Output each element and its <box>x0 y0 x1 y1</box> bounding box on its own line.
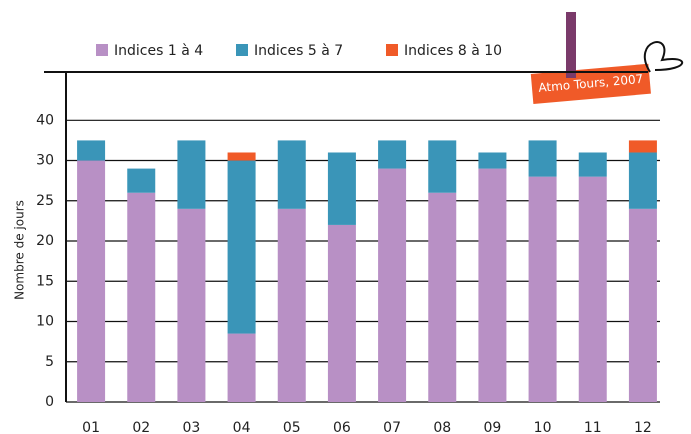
bar-segment <box>177 140 205 208</box>
bar-segment <box>378 169 406 402</box>
bar-segment <box>428 140 456 192</box>
y-tick-label: 20 <box>36 233 54 249</box>
bar-segment <box>478 152 506 168</box>
bar-segment <box>579 152 607 176</box>
bar-segment <box>629 140 657 152</box>
y-tick-label: 30 <box>36 153 54 169</box>
x-tick-label: 04 <box>233 420 251 434</box>
x-tick-label: 09 <box>484 420 502 434</box>
bar-segment <box>77 161 105 402</box>
x-tick-label: 02 <box>132 420 150 434</box>
x-tick-label: 10 <box>534 420 552 434</box>
bar-segment <box>278 140 306 208</box>
y-tick-label: 25 <box>36 193 54 209</box>
bar-segment <box>328 225 356 402</box>
y-tick-label: 0 <box>45 394 54 410</box>
y-tick-label: 5 <box>45 354 54 370</box>
bar-segment <box>228 152 256 160</box>
annotation-tag: Atmo Tours, 2007 <box>531 64 651 104</box>
y-tick-label: 40 <box>36 112 54 128</box>
chart: Atmo Tours, 2007 Nombre de jours 0510152… <box>0 0 691 434</box>
y-tick-label: 10 <box>36 314 54 330</box>
bar-segment <box>529 140 557 176</box>
legend-swatch <box>96 44 108 56</box>
bar-segment <box>77 140 105 160</box>
legend-label: Indices 1 à 4 <box>114 43 203 59</box>
legend-swatch <box>386 44 398 56</box>
y-axis-label: Nombre de jours <box>13 200 27 300</box>
x-tick-label: 11 <box>584 420 602 434</box>
x-tick-label: 12 <box>634 420 652 434</box>
x-tick-label: 05 <box>283 420 301 434</box>
bar-segment <box>529 177 557 402</box>
bar-segment <box>478 169 506 402</box>
x-tick-label: 01 <box>82 420 100 434</box>
bar-segment <box>378 140 406 168</box>
y-tick-label: 15 <box>36 273 54 289</box>
bar-segment <box>579 177 607 402</box>
bar-segment <box>127 169 155 193</box>
x-tick-label: 06 <box>333 420 351 434</box>
x-tick-label: 03 <box>183 420 201 434</box>
clip <box>566 12 576 78</box>
bar-segment <box>278 209 306 402</box>
legend-label: Indices 8 à 10 <box>404 43 502 59</box>
x-tick-label: 07 <box>383 420 401 434</box>
bar-segment <box>328 152 356 224</box>
legend-label: Indices 5 à 7 <box>254 43 343 59</box>
bar-segment <box>428 193 456 402</box>
bar-segment <box>228 334 256 402</box>
legend-swatch <box>236 44 248 56</box>
bar-segment <box>177 209 205 402</box>
bar-segment <box>228 161 256 334</box>
bar-segment <box>629 209 657 402</box>
ribbon <box>645 42 682 72</box>
bar-segment <box>629 152 657 208</box>
x-tick-label: 08 <box>433 420 451 434</box>
bar-segment <box>127 193 155 402</box>
